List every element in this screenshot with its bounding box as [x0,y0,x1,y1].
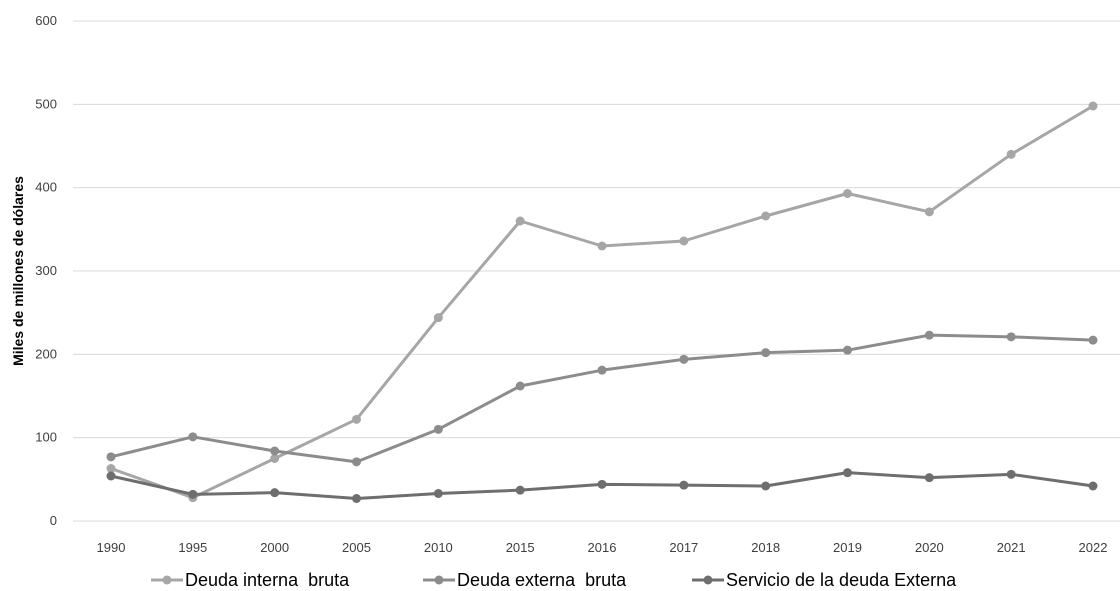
data-point [188,432,198,442]
y-axis-label: Miles de millones de dólares [10,176,26,366]
data-point [679,354,689,364]
x-tick-label: 1990 [97,540,126,555]
data-point [597,365,607,375]
y-tick-label: 500 [35,96,57,111]
data-point [843,189,852,198]
x-tick-label: 2020 [915,540,944,555]
data-point [679,480,689,490]
data-point [515,216,525,226]
data-point [352,414,361,424]
y-tick-label: 300 [35,263,57,278]
data-point [188,489,198,499]
series-3 [106,468,1098,503]
legend: Deuda interna bruta Deuda externa bruta Se… [151,570,957,590]
x-tick-label: 2010 [424,540,453,555]
data-point [597,479,607,489]
data-point [270,454,280,463]
x-tick-label: 2018 [751,540,780,555]
series [106,101,1098,503]
x-tick-label: 2000 [260,540,289,555]
x-tick-label: 1995 [178,540,207,555]
y-tick-label: 100 [35,430,57,445]
series-1 [106,101,1098,503]
data-point [433,313,443,323]
data-point [352,457,361,467]
data-point [761,211,771,221]
legend-swatch-marker [703,575,713,585]
x-tick-label: 2015 [506,540,535,555]
data-point [1088,101,1098,111]
legend-label: Deuda interna bruta [185,570,350,590]
data-point [1088,481,1098,491]
y-tick-label: 400 [35,180,57,195]
data-point [1006,332,1016,342]
legend-item: Deuda interna bruta [151,570,350,590]
legend-label: Servicio de la deuda Externa [726,570,957,590]
data-point [106,471,116,481]
x-tick-label: 2022 [1079,540,1108,555]
data-point [597,241,607,251]
data-point [1006,149,1016,159]
x-tick-label: 2016 [588,540,617,555]
data-point [106,464,116,473]
data-point [924,473,934,483]
x-tick-label: 2017 [669,540,698,555]
legend-item: Servicio de la deuda Externa [692,570,957,590]
data-point [843,345,852,355]
data-point [679,236,689,246]
data-point [515,485,525,495]
x-tick-label: 2005 [342,540,371,555]
x-tick-label: 2019 [833,540,862,555]
series-line [109,104,1095,500]
data-point [106,452,116,462]
data-point [1088,335,1098,345]
data-point [515,381,525,391]
y-tick-label: 600 [35,13,57,28]
legend-label: Deuda externa bruta [457,570,627,590]
data-point [761,481,771,491]
y-axis-ticks: 0 100 200 300 400 500 600 [35,13,57,528]
data-point [1006,469,1016,479]
legend-swatch-marker [162,575,172,585]
data-point [924,207,934,217]
series-2 [106,330,1098,467]
data-point [761,348,771,358]
gridlines [73,20,1120,522]
data-point [270,446,280,456]
data-point [270,488,280,498]
x-tick-label: 2021 [997,540,1026,555]
y-tick-label: 200 [35,346,57,361]
data-point [924,330,934,340]
data-point [433,424,443,434]
legend-item: Deuda externa bruta [423,570,627,590]
data-point [352,494,361,503]
legend-swatch-marker [434,575,444,585]
data-point [843,468,852,478]
data-point [433,489,443,498]
y-tick-label: 0 [50,513,57,528]
x-axis-ticks: 1990 1995 2000 2005 2010 2015 2016 2017 2018 2019… [97,540,1108,555]
